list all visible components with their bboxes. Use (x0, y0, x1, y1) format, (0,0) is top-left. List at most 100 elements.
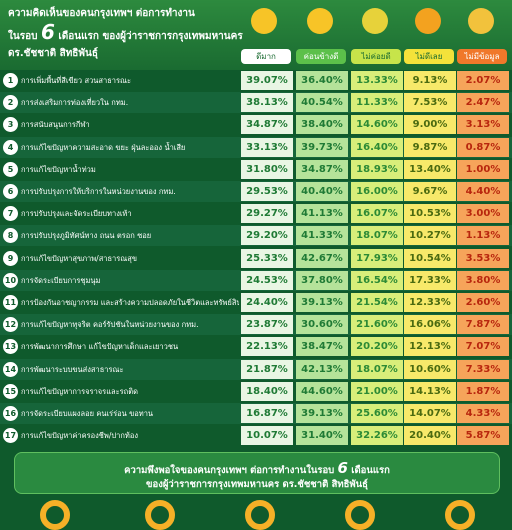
row-topic: การปรับปรุงภูมิทัศน์ทาง ถนน ตรอก ซอย (21, 231, 152, 241)
row-topic: การจัดระเบียบการชุมนุม (21, 275, 101, 285)
row-number: 7 (3, 206, 18, 222)
table-row: 11 การป้องกันอาชญากรรม และสร้างความปลอดภั… (0, 292, 512, 313)
value-cell: 10.54% (404, 248, 456, 268)
row-number: 2 (3, 95, 18, 111)
value-cell: 3.80% (457, 270, 509, 290)
value-cell: 25.33% (241, 248, 293, 268)
value-cell: 10.60% (404, 359, 456, 379)
value-cell: 2.07% (457, 71, 509, 90)
row-topic: การแก้ไขปัญหาการจราจรและรถติด (21, 386, 138, 396)
value-cell: 18.40% (241, 381, 293, 401)
value-cell: 14.13% (404, 381, 456, 401)
value-cell: 41.13% (296, 204, 348, 224)
table-row: 6 การปรับปรุงการให้บริการในหน่วยงานของ กท… (0, 181, 512, 202)
value-cell: 12.13% (404, 337, 456, 357)
value-cell: 16.54% (351, 270, 403, 290)
value-cell: 10.53% (404, 204, 456, 224)
value-cell: 12.33% (404, 293, 456, 312)
table-row: 3 การสนับสนุนการกีฬา 34.87% 38.40% 14.60% 9.0… (0, 114, 512, 136)
value-cell: 4.40% (457, 182, 509, 201)
emoji (415, 8, 441, 34)
value-cell: 29.20% (241, 226, 293, 246)
value-cell: 21.87% (241, 359, 293, 379)
value-cell: 16.06% (404, 315, 456, 335)
emoji (362, 8, 388, 34)
value-cell: 20.40% (404, 426, 456, 446)
value-cell: 2.47% (457, 93, 509, 113)
donut-decor (40, 500, 70, 530)
value-cell: 40.40% (296, 182, 348, 201)
value-cell: 16.00% (351, 182, 403, 201)
value-cell: 11.33% (351, 93, 403, 113)
row-number: 17 (3, 428, 18, 444)
value-cell: 31.40% (296, 426, 348, 446)
value-cell: 21.60% (351, 315, 403, 335)
row-topic: การแก้ไขปัญหาค่าครองชีพ/ปากท้อง (21, 431, 138, 441)
value-cell: 9.00% (404, 115, 456, 135)
row-topic: การป้องกันอาชญากรรม และสร้างความปลอดภัยใ… (21, 298, 239, 307)
row-topic: การเพิ่มพื้นที่สีเขียว สวนสาธารณะ (21, 76, 132, 85)
donut-decor (345, 500, 375, 530)
table-row: 16 การจัดระเบียบแผงลอย คนเร่ร่อน ขอทาน 16.… (0, 403, 512, 424)
table-row: 5 การแก้ไขปัญหาน้ำท่วม 31.80% 34.87% 18.93% 1… (0, 158, 512, 180)
value-cell: 33.13% (241, 137, 293, 157)
column-header: ไม่ค่อยดี (351, 49, 401, 64)
column-header: ไม่ดีเลย (404, 49, 454, 64)
value-cell: 9.13% (404, 71, 456, 90)
row-topic: การแก้ไขปัญหาสุขภาพ/สาธารณสุข (21, 253, 137, 263)
emoji (468, 8, 494, 34)
value-cell: 29.53% (241, 182, 293, 201)
donut-decor (245, 500, 275, 530)
table-row: 15 การแก้ไขปัญหาการจราจรและรถติด 18.40% 44.… (0, 380, 512, 402)
row-topic: การจัดระเบียบแผงลอย คนเร่ร่อน ขอทาน (21, 409, 154, 418)
column-header: ค่อนข้างดี (296, 49, 346, 64)
value-cell: 9.67% (404, 182, 456, 201)
table-row: 8 การปรับปรุงภูมิทัศน์ทาง ถนน ตรอก ซอย 29.… (0, 225, 512, 247)
title-text: เดือนแรก ของผู้ว่าราชการกรุงเทพมหานคร (58, 31, 243, 42)
row-number: 1 (3, 73, 18, 88)
row-number: 10 (3, 272, 18, 288)
table-row: 9 การแก้ไขปัญหาสุขภาพ/สาธารณสุข 25.33% 42.6… (0, 247, 512, 269)
row-topic: การพัฒนาระบบขนส่งสาธารณะ (21, 364, 124, 374)
emoji (307, 8, 333, 34)
value-cell: 31.80% (241, 159, 293, 179)
value-cell: 21.54% (351, 293, 403, 312)
table-row: 4 การแก้ไขปัญหาความสะอาด ขยะ ฝุ่นละออง น้… (0, 136, 512, 158)
title-line: ความคิดเห็นของคนกรุงเทพฯ ต่อการทำงาน (8, 8, 195, 19)
value-cell: 24.40% (241, 293, 293, 312)
value-cell: 18.07% (351, 226, 403, 246)
value-cell: 20.20% (351, 337, 403, 357)
value-cell: 13.40% (404, 159, 456, 179)
table-row: 13 การพัฒนาการศึกษา แก้ไขปัญหาเด็กและเยาว… (0, 336, 512, 358)
row-number: 13 (3, 339, 18, 355)
value-cell: 36.40% (296, 71, 348, 90)
footer-line: ของผู้ว่าราชการกรุงเทพมหานคร ดร.ชัชชาติ … (146, 479, 368, 490)
title-text: ในรอบ (8, 31, 38, 42)
value-cell: 18.07% (351, 359, 403, 379)
value-cell: 17.33% (404, 270, 456, 290)
value-cell: 39.07% (241, 71, 293, 90)
value-cell: 39.13% (296, 404, 348, 423)
value-cell: 3.13% (457, 115, 509, 135)
row-topic: การปรับปรุงและจัดระเบียบทางเท้า (21, 209, 132, 219)
donut-decor (145, 500, 175, 530)
row-number: 16 (3, 406, 18, 421)
column-header: ไม่มีข้อมูล (457, 49, 507, 64)
value-cell: 21.00% (351, 381, 403, 401)
value-cell: 38.40% (296, 115, 348, 135)
value-cell: 13.33% (351, 71, 403, 90)
value-cell: 7.07% (457, 337, 509, 357)
row-number: 5 (3, 161, 18, 177)
title-number: 6 (40, 20, 55, 44)
row-number: 15 (3, 383, 18, 399)
value-cell: 14.07% (404, 404, 456, 423)
row-number: 11 (3, 295, 18, 310)
table-row: 7 การปรับปรุงและจัดระเบียบทางเท้า 29.27% 41… (0, 203, 512, 225)
value-cell: 39.73% (296, 137, 348, 157)
value-cell: 29.27% (241, 204, 293, 224)
value-cell: 2.60% (457, 293, 509, 312)
value-cell: 30.60% (296, 315, 348, 335)
value-cell: 38.47% (296, 337, 348, 357)
donut-decor (445, 500, 475, 530)
